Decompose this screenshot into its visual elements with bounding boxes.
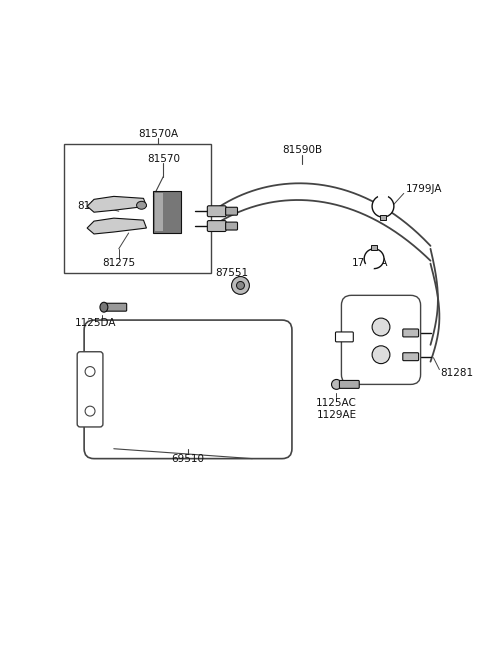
Wedge shape	[379, 195, 387, 206]
Bar	[156, 193, 163, 231]
Text: 1125AC: 1125AC	[316, 398, 357, 408]
Text: 81281: 81281	[440, 367, 473, 377]
Ellipse shape	[137, 201, 146, 209]
Circle shape	[231, 276, 250, 294]
Text: 1799JA: 1799JA	[406, 185, 442, 195]
FancyBboxPatch shape	[105, 303, 127, 311]
FancyBboxPatch shape	[84, 320, 292, 458]
Wedge shape	[367, 259, 374, 269]
Circle shape	[85, 406, 95, 416]
Text: 81590B: 81590B	[282, 145, 322, 155]
FancyBboxPatch shape	[77, 352, 103, 427]
FancyBboxPatch shape	[207, 221, 226, 231]
Circle shape	[372, 346, 390, 364]
Bar	[64, 144, 211, 272]
Text: 81570A: 81570A	[138, 129, 179, 139]
Bar	[380, 215, 386, 220]
FancyBboxPatch shape	[341, 295, 420, 384]
Polygon shape	[87, 196, 146, 212]
Text: 1799JA: 1799JA	[351, 257, 388, 268]
Polygon shape	[87, 218, 146, 234]
Bar	[154, 191, 181, 233]
Text: 81570: 81570	[147, 154, 180, 164]
FancyBboxPatch shape	[207, 206, 226, 217]
Ellipse shape	[100, 302, 108, 312]
Circle shape	[85, 367, 95, 377]
Ellipse shape	[332, 379, 341, 389]
FancyBboxPatch shape	[403, 329, 419, 337]
FancyBboxPatch shape	[226, 222, 238, 230]
Text: 81575: 81575	[77, 201, 110, 212]
Circle shape	[237, 282, 244, 290]
Text: 1125DA: 1125DA	[75, 318, 117, 328]
FancyBboxPatch shape	[226, 207, 238, 215]
Text: 69510: 69510	[171, 454, 204, 464]
Bar	[371, 245, 377, 250]
Circle shape	[364, 249, 384, 269]
FancyBboxPatch shape	[339, 381, 359, 388]
FancyBboxPatch shape	[403, 353, 419, 361]
Circle shape	[372, 195, 394, 217]
Text: 1129AE: 1129AE	[316, 410, 357, 420]
Circle shape	[372, 318, 390, 336]
Text: 87551: 87551	[216, 268, 249, 278]
FancyBboxPatch shape	[336, 332, 353, 342]
Text: 81275: 81275	[102, 257, 135, 268]
